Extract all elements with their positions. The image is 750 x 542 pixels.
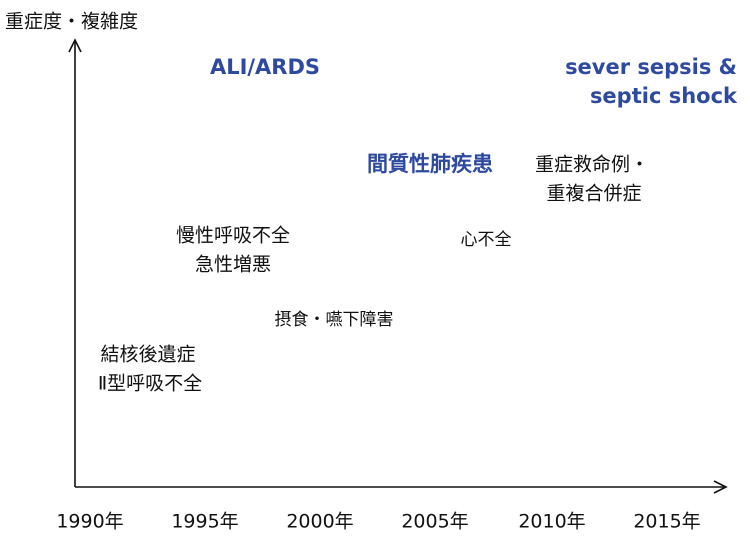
annotation: sever sepsis & (565, 55, 737, 79)
annotation: 重複合併症 (546, 183, 641, 205)
annotation: 心不全 (461, 230, 512, 250)
y-axis-label: 重症度・複雑度 (5, 11, 138, 33)
x-label: 1995年 (171, 511, 238, 533)
annotation: 結核後遺症 (100, 344, 195, 366)
x-label: 2000年 (286, 511, 353, 533)
x-label: 2005年 (401, 511, 468, 533)
annotation: 重症救命例・ (535, 154, 649, 176)
x-label: 1990年 (56, 511, 123, 533)
annotation: 急性増悪 (195, 254, 271, 276)
x-label: 2015年 (633, 511, 700, 533)
annotation: 慢性呼吸不全 (176, 225, 290, 247)
annotation: 摂食・嚥下障害 (275, 310, 394, 330)
annotation: Ⅱ型呼吸不全 (98, 373, 202, 395)
x-arrow (713, 480, 728, 494)
y-arrow (68, 38, 82, 53)
x-label: 2010年 (518, 511, 585, 533)
annotation: 間質性肺疾患 (367, 152, 493, 176)
annotation: ALI/ARDS (210, 55, 320, 79)
annotation: septic shock (590, 84, 738, 108)
